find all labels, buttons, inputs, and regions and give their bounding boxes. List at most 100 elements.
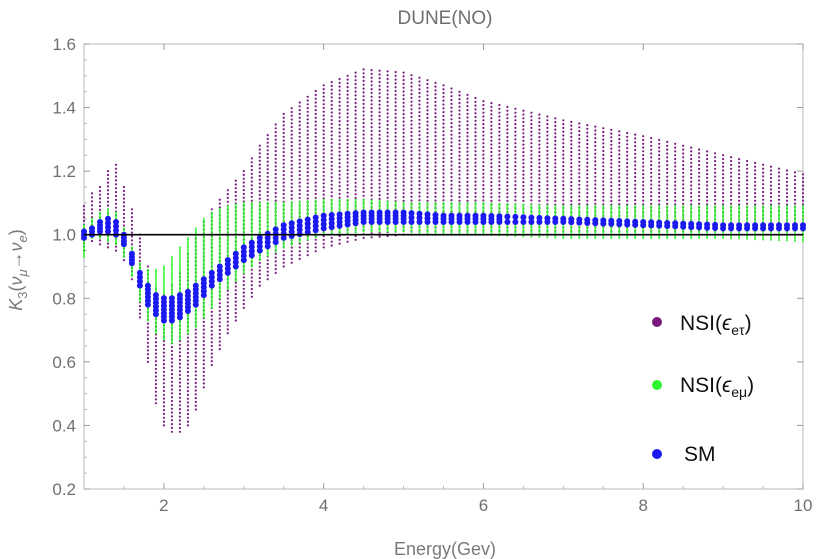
- nsi-etau-point: [450, 179, 453, 182]
- nsi-etau-point: [218, 340, 221, 343]
- nsi-emu-point: [178, 267, 181, 270]
- nsi-emu-point: [218, 236, 221, 239]
- nsi-emu-point: [154, 316, 157, 319]
- nsi-emu-point: [562, 210, 565, 213]
- nsi-emu-point: [234, 228, 237, 231]
- nsi-etau-point: [650, 202, 653, 205]
- nsi-etau-point: [402, 120, 405, 123]
- nsi-emu-point: [170, 288, 173, 291]
- nsi-emu-point: [626, 214, 629, 217]
- nsi-emu-point: [698, 212, 701, 215]
- nsi-etau-point: [322, 170, 325, 174]
- nsi-emu-point: [346, 202, 349, 205]
- nsi-etau-point: [466, 146, 469, 149]
- nsi-etau-point: [138, 237, 141, 240]
- nsi-emu-point: [170, 339, 173, 342]
- nsi-etau-point: [202, 355, 205, 358]
- nsi-etau-point: [362, 118, 365, 121]
- nsi-etau-point: [362, 99, 365, 102]
- nsi-etau-point: [306, 242, 309, 245]
- nsi-etau-point: [82, 212, 86, 215]
- nsi-etau-point: [306, 159, 309, 162]
- nsi-etau-point: [434, 150, 437, 153]
- nsi-etau-point: [106, 170, 110, 173]
- nsi-emu-point: [562, 205, 565, 208]
- nsi-etau-point: [714, 194, 717, 198]
- nsi-emu-point: [490, 204, 493, 207]
- nsi-etau-point: [170, 365, 173, 368]
- nsi-emu-point: [130, 248, 133, 251]
- nsi-etau-point: [466, 139, 469, 142]
- nsi-etau-point: [730, 179, 733, 182]
- nsi-emu-point: [258, 224, 261, 227]
- nsi-emu-point: [258, 257, 261, 260]
- nsi-etau-point: [282, 173, 285, 177]
- nsi-emu-point: [266, 219, 269, 221]
- nsi-etau-point: [290, 190, 293, 193]
- nsi-etau-point: [730, 202, 733, 205]
- nsi-etau-point: [250, 157, 253, 160]
- nsi-etau-point: [666, 198, 669, 201]
- nsi-emu-point: [714, 220, 717, 223]
- nsi-emu-point: [242, 228, 245, 231]
- nsi-emu-point: [162, 275, 165, 278]
- nsi-etau-point: [370, 126, 373, 129]
- nsi-emu-point: [242, 224, 245, 227]
- nsi-emu-point: [466, 231, 469, 234]
- nsi-emu-point: [202, 314, 205, 317]
- nsi-emu-point: [194, 229, 197, 232]
- nsi-emu-point: [658, 210, 661, 213]
- nsi-emu-point: [698, 236, 701, 239]
- nsi-etau-point: [114, 187, 118, 190]
- nsi-etau-point: [722, 180, 725, 183]
- nsi-emu-point: [642, 229, 645, 232]
- nsi-emu-point: [394, 203, 397, 206]
- nsi-etau-point: [170, 349, 173, 353]
- nsi-etau-point: [450, 129, 453, 132]
- nsi-etau-point: [386, 131, 389, 134]
- nsi-emu-point: [282, 213, 285, 216]
- nsi-emu-point: [186, 257, 189, 260]
- nsi-etau-point: [402, 199, 405, 202]
- nsi-emu-point: [170, 269, 173, 272]
- nsi-emu-point: [314, 203, 317, 206]
- nsi-etau-point: [602, 191, 605, 194]
- nsi-etau-point: [82, 219, 86, 222]
- nsi-emu-point: [218, 221, 221, 224]
- nsi-emu-point: [226, 251, 229, 254]
- nsi-etau-point: [458, 120, 461, 123]
- nsi-etau-point: [274, 157, 277, 160]
- nsi-etau-point: [562, 195, 565, 198]
- nsi-emu-point: [290, 209, 293, 211]
- nsi-emu-point: [754, 214, 757, 217]
- nsi-etau-point: [346, 138, 349, 141]
- nsi-etau-point: [634, 202, 637, 205]
- nsi-etau-point: [674, 165, 677, 168]
- nsi-emu-point: [378, 230, 381, 233]
- nsi-etau-point: [354, 166, 357, 169]
- nsi-etau-point: [458, 180, 461, 184]
- nsi-etau-point: [578, 164, 581, 167]
- nsi-etau-point: [242, 287, 245, 290]
- nsi-emu-point: [170, 256, 173, 258]
- nsi-etau-point: [362, 76, 365, 79]
- nsi-emu-point: [578, 214, 581, 217]
- nsi-etau-point: [202, 332, 205, 335]
- nsi-etau-point: [210, 333, 213, 336]
- nsi-emu-point: [218, 249, 221, 252]
- nsi-emu-point: [242, 218, 245, 221]
- nsi-emu-point: [730, 237, 733, 240]
- nsi-etau-point: [258, 265, 261, 268]
- nsi-etau-point: [258, 148, 261, 151]
- nsi-emu-point: [258, 259, 261, 262]
- nsi-etau-point: [282, 158, 285, 161]
- nsi-etau-point: [386, 139, 389, 142]
- nsi-emu-point: [298, 200, 301, 203]
- nsi-etau-point: [730, 183, 733, 186]
- nsi-etau-point: [298, 162, 301, 165]
- nsi-etau-point: [426, 188, 429, 191]
- nsi-etau-point: [626, 154, 629, 157]
- nsi-etau-point: [370, 129, 373, 132]
- nsi-etau-point: [306, 110, 309, 113]
- nsi-etau-point: [226, 320, 229, 323]
